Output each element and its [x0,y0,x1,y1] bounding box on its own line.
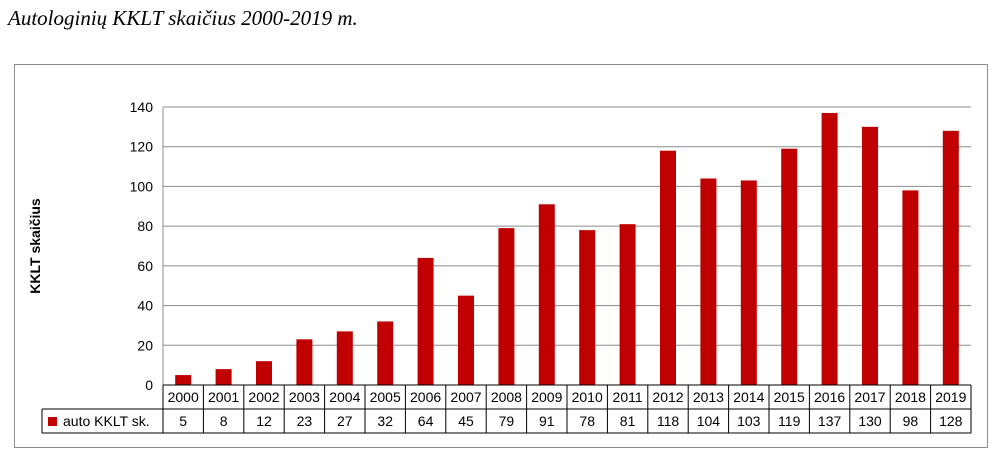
legend-label: auto KKLT sk. [63,413,150,429]
x-tick-label: 2016 [814,389,845,405]
x-tick-label: 2001 [208,389,239,405]
bar-2015 [781,148,798,385]
page-title: Autologinių KKLT skaičius 2000-2019 m. [8,6,358,30]
bar-2019 [942,130,959,385]
bar-2012 [660,150,676,385]
bar-2002 [256,361,272,385]
data-table-value: 104 [697,413,721,429]
y-tick-label: 140 [130,99,154,115]
x-tick-label: 2018 [895,389,926,405]
data-table-value: 81 [620,413,636,429]
x-tick-label: 2011 [613,389,643,405]
data-table-value: 137 [818,413,842,429]
bar-2003 [296,339,313,385]
y-tick-label: 0 [145,377,153,393]
bar-2018 [902,190,919,385]
x-tick-label: 2010 [572,389,603,405]
x-tick-label: 2007 [450,389,481,405]
bar-2006 [417,257,434,385]
y-tick-label: 20 [137,337,153,353]
data-table-value: 12 [256,413,272,429]
bar-2000 [175,375,192,385]
x-tick-label: 2015 [774,389,805,405]
bar-2007 [458,295,474,385]
x-tick-label: 2014 [733,389,764,405]
y-tick-label: 120 [130,139,154,155]
data-table-value: 130 [858,413,882,429]
data-table-value: 103 [737,413,761,429]
x-tick-label: 2013 [693,389,724,405]
x-tick-label: 2004 [329,389,360,405]
data-table-value: 79 [499,413,515,429]
bar-2016 [821,112,838,385]
bar-2010 [579,230,596,385]
data-table-value: 27 [337,413,353,429]
x-tick-label: 2006 [410,389,441,405]
bar-2017 [862,126,878,385]
data-table-value: 78 [579,413,595,429]
data-table-value: 32 [377,413,393,429]
x-tick-label: 2000 [168,389,199,405]
x-tick-label: 2005 [370,389,401,405]
data-table-value: 91 [539,413,555,429]
x-tick-label: 2012 [652,389,683,405]
data-table-value: 5 [179,413,187,429]
y-tick-label: 100 [130,178,154,194]
data-table-value: 8 [220,413,228,429]
x-tick-label: 2008 [491,389,522,405]
data-table-value: 45 [458,413,474,429]
bar-2004 [336,331,353,385]
x-tick-label: 2009 [531,389,562,405]
data-table-value: 64 [418,413,434,429]
bar-2005 [377,321,394,385]
bar-2011 [619,224,636,385]
bar-2008 [498,228,515,385]
x-tick-label: 2017 [854,389,885,405]
bar-2014 [740,180,757,385]
legend-swatch [48,417,57,426]
x-tick-label: 2003 [289,389,320,405]
y-tick-label: 80 [137,218,153,234]
data-table-value: 128 [939,413,963,429]
y-axis-label: KKLT skaičius [27,198,43,294]
bar-2009 [538,204,555,385]
bar-2001 [215,369,232,385]
x-tick-label: 2019 [935,389,966,405]
bar-2013 [700,178,717,385]
data-table-value: 98 [903,413,919,429]
data-table-value: 119 [778,413,801,429]
x-tick-label: 2002 [248,389,279,405]
data-table-value: 118 [657,413,680,429]
y-tick-label: 60 [137,258,153,274]
y-tick-label: 40 [137,298,153,314]
data-table-value: 23 [297,413,313,429]
